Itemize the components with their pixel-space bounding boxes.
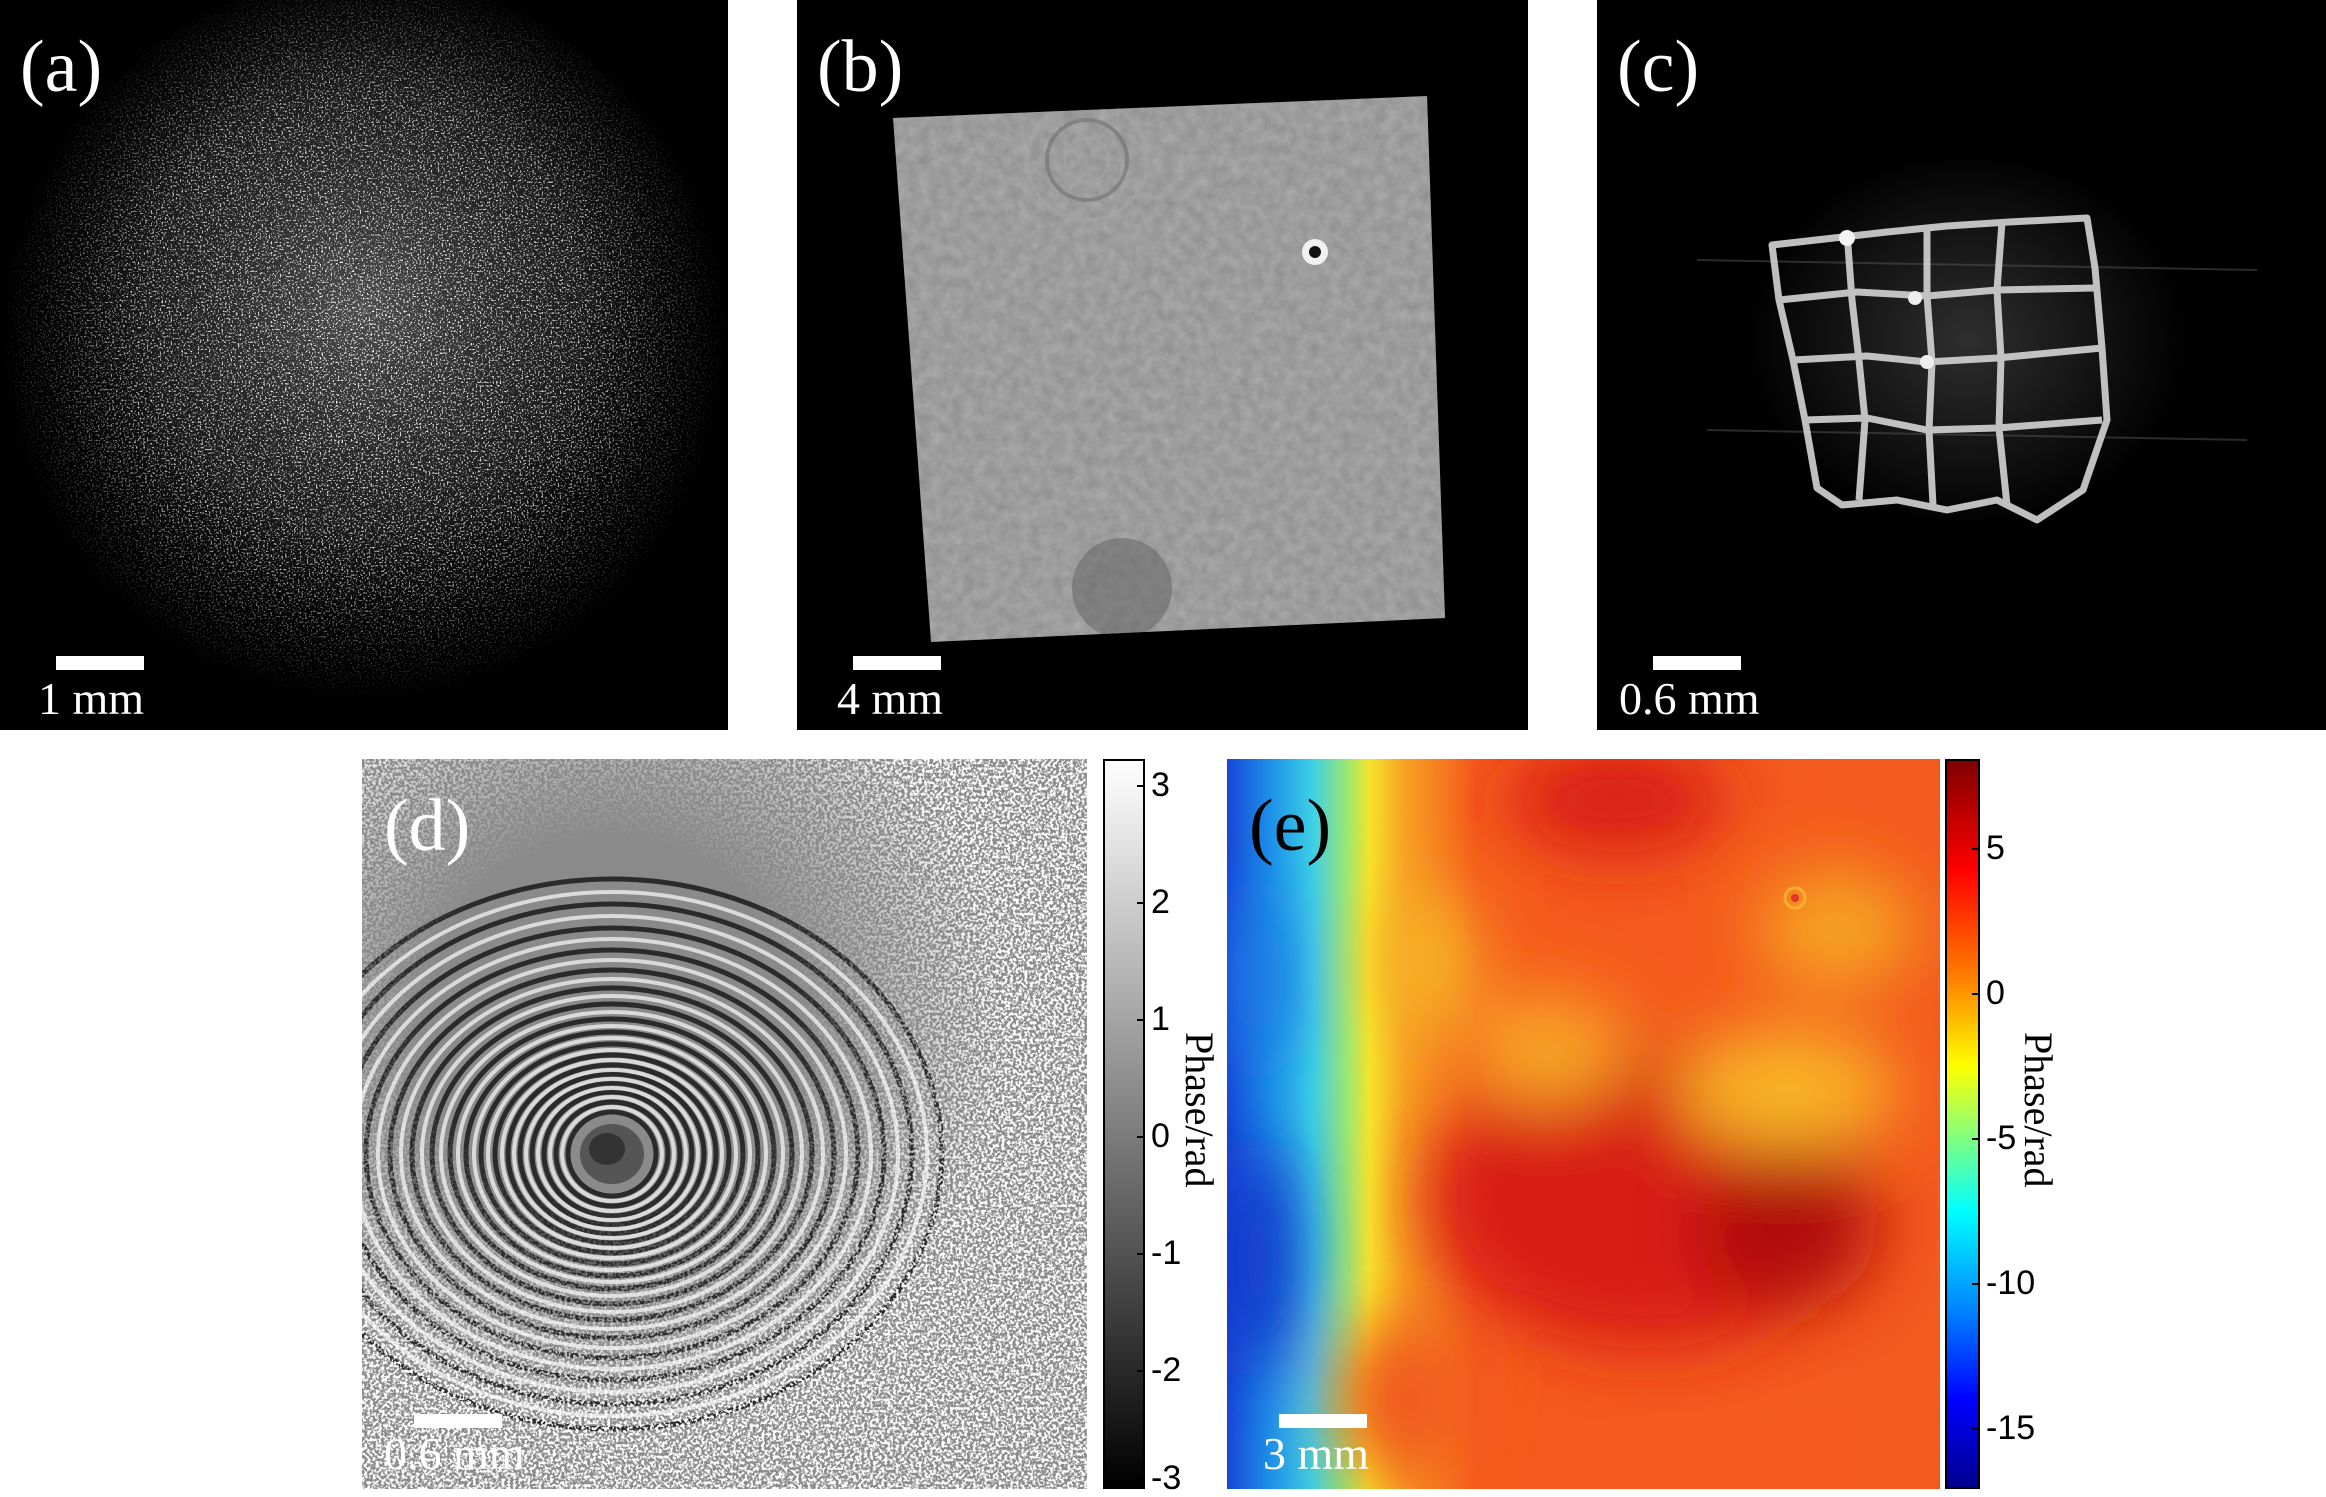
panel-b-label: (b)	[817, 26, 904, 108]
colorbar-tick-label: -10	[1986, 1264, 2036, 1302]
square-sample-image	[797, 0, 1528, 730]
colorbar-tick	[1972, 1283, 1980, 1285]
panel-b-square-object-image: (b) 4 mm	[797, 0, 1528, 730]
panel-c-label: (c)	[1617, 26, 1700, 108]
panel-e-colorbar	[1945, 759, 1980, 1489]
colorbar-tick	[1137, 785, 1145, 787]
panel-e-label: (e)	[1249, 785, 1332, 867]
colorbar-tick-label: 0	[1986, 974, 2005, 1012]
speckle-pattern	[0, 0, 728, 730]
panel-c-scale-bar	[1653, 656, 1741, 670]
colorbar-tick	[1972, 848, 1980, 850]
colorbar-tick	[1137, 902, 1145, 904]
colorbar-tick-label: 1	[1151, 1000, 1170, 1038]
wrapped-phase-fringes	[362, 759, 1087, 1489]
panel-e-scale-bar	[1279, 1414, 1367, 1428]
panel-d-wrapped-phase-image: (d) 0.6 mm	[362, 759, 1087, 1489]
mesh-grid-image	[1597, 0, 2326, 730]
colorbar-tick-label: 2	[1151, 883, 1170, 921]
panel-d-colorbar	[1103, 759, 1145, 1489]
colorbar-tick-label: 5	[1986, 829, 2005, 867]
panel-e-colorbar-title: Phase/rad	[2016, 1032, 2061, 1188]
panel-e-scale-label: 3 mm	[1263, 1428, 1370, 1479]
colorbar-tick-label: 3	[1151, 766, 1170, 804]
panel-c-mesh-image: (c) 0.6 mm	[1597, 0, 2326, 730]
colorbar-tick-label: -3	[1151, 1459, 1182, 1497]
colorbar-tick	[1137, 1478, 1145, 1480]
colorbar-tick-label: -1	[1151, 1234, 1182, 1272]
colorbar-tick-label: -2	[1151, 1351, 1182, 1389]
panel-a-speckle-image: (a) 1 mm	[0, 0, 728, 730]
colorbar-tick	[1137, 1253, 1145, 1255]
colorbar-tick	[1137, 1136, 1145, 1138]
colorbar-tick	[1972, 993, 1980, 995]
colorbar-tick-label: -5	[1986, 1119, 2017, 1157]
panel-d-label: (d)	[384, 785, 471, 867]
colorbar-tick	[1972, 1428, 1980, 1430]
panel-b-scale-bar	[853, 656, 941, 670]
colorbar-tick-label: 0	[1151, 1117, 1170, 1155]
panel-d-scale-bar	[414, 1414, 502, 1428]
colorbar-tick-label: -15	[1986, 1409, 2036, 1447]
unwrapped-phase-map	[1227, 759, 1940, 1489]
panel-c-scale-label: 0.6 mm	[1619, 673, 1760, 724]
panel-e-unwrapped-phase-image: (e) 3 mm	[1227, 759, 1940, 1489]
panel-d-colorbar-title: Phase/rad	[1177, 1032, 1222, 1188]
colorbar-tick	[1137, 1019, 1145, 1021]
colorbar-tick	[1972, 1138, 1980, 1140]
panel-b-scale-label: 4 mm	[837, 673, 944, 724]
panel-a-label: (a)	[20, 26, 103, 108]
colorbar-tick	[1137, 1370, 1145, 1372]
panel-a-scale-label: 1 mm	[38, 673, 145, 724]
panel-d-scale-label: 0.6 mm	[384, 1428, 525, 1479]
panel-a-scale-bar	[56, 656, 144, 670]
